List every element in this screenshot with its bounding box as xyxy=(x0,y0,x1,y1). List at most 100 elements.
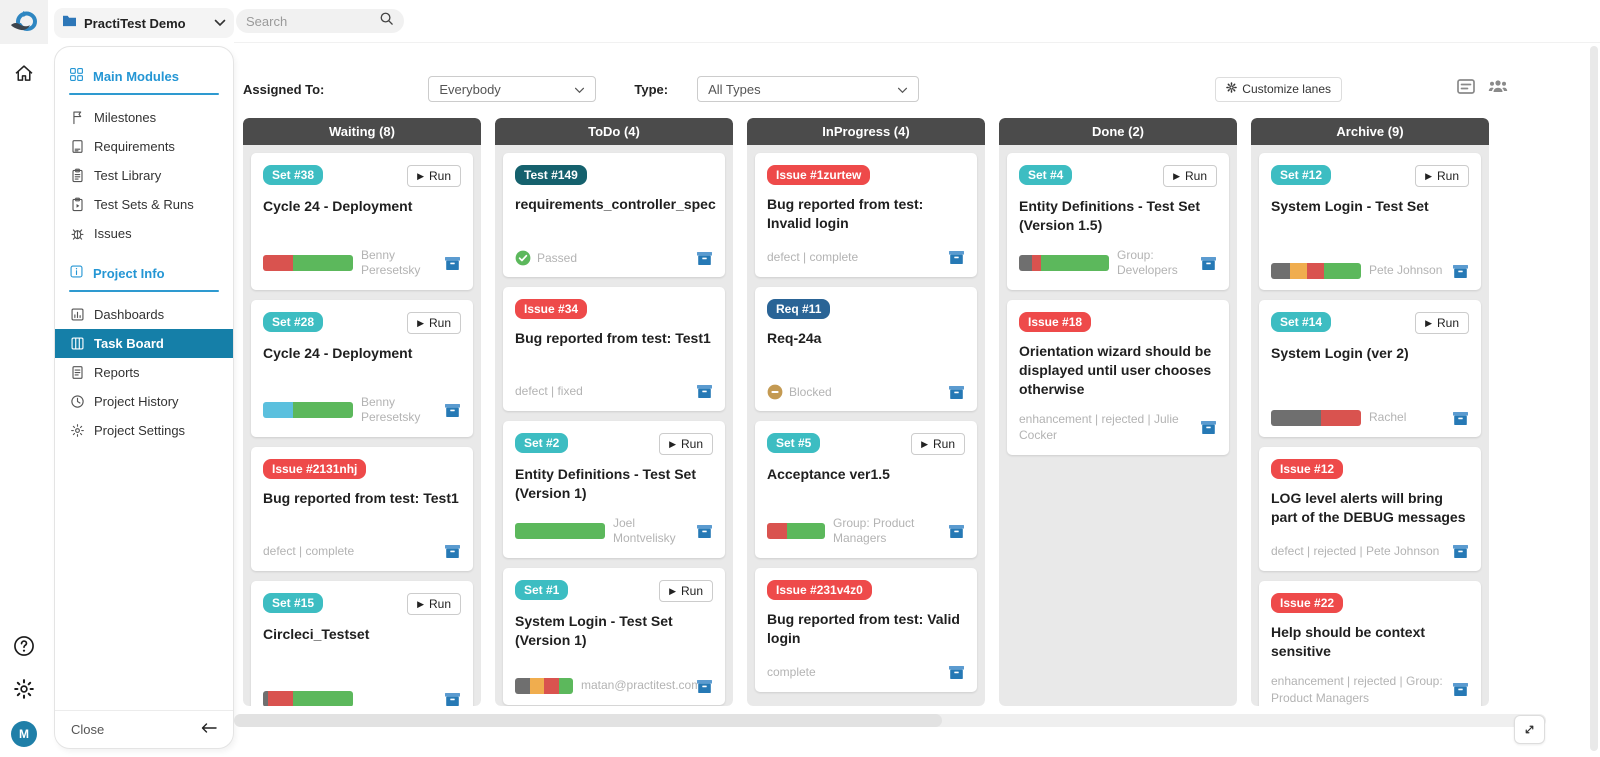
sidebar-item-issues[interactable]: Issues xyxy=(55,219,233,248)
archive-icon[interactable] xyxy=(696,384,713,399)
task-card[interactable]: Set #12 ▶ Run System Login - Test Set Pete J… xyxy=(1259,153,1481,290)
customize-lanes-button[interactable]: Customize lanes xyxy=(1215,76,1342,102)
card-assignee: Group: Product Managers xyxy=(833,515,915,546)
lane-header[interactable]: Waiting (8) xyxy=(243,118,481,145)
card-meta: defect | complete xyxy=(767,250,859,265)
type-select[interactable]: All Types xyxy=(697,76,920,102)
run-button[interactable]: ▶ Run xyxy=(1163,165,1217,187)
run-button[interactable]: ▶ Run xyxy=(407,312,461,334)
progress-segment-blue xyxy=(263,402,293,419)
card-assignee: Joel Montvelisky xyxy=(613,515,676,546)
task-card[interactable]: Set #28 ▶ Run Cycle 24 - Deployment Benny Pe… xyxy=(251,300,473,437)
task-card[interactable]: Set #5 ▶ Run Acceptance ver1.5 Group: Produc… xyxy=(755,421,977,558)
sidebar-item-reports[interactable]: Reports xyxy=(55,358,233,387)
task-card[interactable]: Set #38 ▶ Run Cycle 24 - Deployment Benny Pe… xyxy=(251,153,473,290)
archive-icon[interactable] xyxy=(948,524,965,539)
archive-icon[interactable] xyxy=(1452,682,1469,697)
run-button[interactable]: ▶ Run xyxy=(911,433,965,455)
archive-icon[interactable] xyxy=(444,256,461,271)
people-view-icon[interactable] xyxy=(1488,79,1508,99)
task-card[interactable]: Set #4 ▶ Run Entity Definitions - Test Set … xyxy=(1007,153,1229,290)
archive-icon[interactable] xyxy=(1200,256,1217,271)
lane-header[interactable]: ToDo (4) xyxy=(495,118,733,145)
sidebar-item-label: Project History xyxy=(94,394,179,409)
archive-icon[interactable] xyxy=(948,385,965,400)
run-button[interactable]: ▶ Run xyxy=(1415,312,1469,334)
archive-icon[interactable] xyxy=(444,692,461,707)
archive-icon[interactable] xyxy=(696,524,713,539)
sidebar-item-label: Dashboards xyxy=(94,307,165,322)
card-meta: enhancement | rejected | Group: Product … xyxy=(1271,673,1443,705)
nav-section-header[interactable]: Main Modules xyxy=(55,61,233,89)
archive-icon[interactable] xyxy=(1452,411,1469,426)
practitest-logo[interactable] xyxy=(0,0,48,44)
nav-section-header[interactable]: Project Info xyxy=(55,258,233,286)
task-card[interactable]: Test #149 requirements_controller_spec Pas… xyxy=(503,153,725,277)
archive-icon[interactable] xyxy=(948,665,965,680)
task-card[interactable]: Set #2 ▶ Run Entity Definitions - Test Set … xyxy=(503,421,725,558)
archive-icon[interactable] xyxy=(444,403,461,418)
run-button[interactable]: ▶ Run xyxy=(659,433,713,455)
vertical-scrollbar[interactable] xyxy=(1590,46,1598,751)
help-icon[interactable] xyxy=(13,635,35,662)
horizontal-scrollbar[interactable] xyxy=(234,714,1546,727)
user-avatar[interactable]: M xyxy=(11,721,37,747)
card-badge: Set #14 xyxy=(1271,312,1332,332)
task-card[interactable]: Issue #2131nhj Bug reported from test: Te… xyxy=(251,447,473,571)
archive-icon[interactable] xyxy=(948,250,965,265)
play-icon: ▶ xyxy=(1425,170,1432,181)
archive-icon[interactable] xyxy=(1452,544,1469,559)
sidebar-nav: Main Modules Milestones Requirements Test L… xyxy=(55,47,233,710)
sidebar-item-project-history[interactable]: Project History xyxy=(55,387,233,416)
sidebar-item-task-board[interactable]: Task Board xyxy=(55,329,233,358)
lane-header[interactable]: Done (2) xyxy=(999,118,1237,145)
lane-archive-9: Archive (9) Set #12 ▶ Run System Login - Tes… xyxy=(1251,118,1489,706)
archive-icon[interactable] xyxy=(696,251,713,266)
dashboard-icon xyxy=(69,307,85,322)
run-label: Run xyxy=(680,437,703,451)
task-card[interactable]: Issue #12 LOG level alerts will bring par… xyxy=(1259,447,1481,571)
task-card[interactable]: Set #15 ▶ Run Circleci_Testset xyxy=(251,581,473,706)
search-input[interactable] xyxy=(246,13,373,29)
sidebar-close-button[interactable]: Close xyxy=(55,710,233,748)
archive-icon[interactable] xyxy=(444,544,461,559)
card-assignee: Benny Peresetsky xyxy=(361,394,421,425)
sidebar-item-milestones[interactable]: Milestones xyxy=(55,103,233,132)
sidebar-item-test-library[interactable]: Test Library xyxy=(55,161,233,190)
search-box[interactable] xyxy=(236,9,404,33)
home-icon[interactable] xyxy=(13,62,35,89)
sidebar-item-requirements[interactable]: Requirements xyxy=(55,132,233,161)
run-button[interactable]: ▶ Run xyxy=(407,165,461,187)
card-title: Bug reported from test: Test1 xyxy=(263,490,459,506)
expand-board-button[interactable] xyxy=(1514,715,1545,744)
run-button[interactable]: ▶ Run xyxy=(1415,165,1469,187)
sidebar-item-test-sets-runs[interactable]: Test Sets & Runs xyxy=(55,190,233,219)
gear-icon[interactable] xyxy=(13,678,35,705)
card-view-icon[interactable] xyxy=(1457,79,1475,99)
sidebar-item-dashboards[interactable]: Dashboards xyxy=(55,300,233,329)
lane-header[interactable]: InProgress (4) xyxy=(747,118,985,145)
sidebar-item-project-settings[interactable]: Project Settings xyxy=(55,416,233,445)
task-card[interactable]: Issue #18 Orientation wizard should be di… xyxy=(1007,300,1229,456)
task-card[interactable]: Set #14 ▶ Run System Login (ver 2) Rachel xyxy=(1259,300,1481,437)
task-card[interactable]: Issue #22 Help should be context sensitiv… xyxy=(1259,581,1481,706)
task-card[interactable]: Issue #1zurtew Bug reported from test: In… xyxy=(755,153,977,277)
task-card[interactable]: Req #11 Req-24a Blocked xyxy=(755,287,977,411)
task-card[interactable]: Issue #34 Bug reported from test: Test1 de… xyxy=(503,287,725,411)
run-label: Run xyxy=(1184,169,1207,183)
project-selector[interactable]: PractiTest Demo xyxy=(54,8,234,38)
archive-icon[interactable] xyxy=(696,679,713,694)
archive-icon[interactable] xyxy=(1452,264,1469,279)
lane-header[interactable]: Archive (9) xyxy=(1251,118,1489,145)
archive-icon[interactable] xyxy=(1200,420,1217,435)
horizontal-scrollbar-thumb[interactable] xyxy=(234,714,943,727)
run-progress-bar xyxy=(767,523,825,540)
run-button[interactable]: ▶ Run xyxy=(407,593,461,615)
main-area: Assigned To: Everybody Type: All Types C… xyxy=(234,0,1600,757)
progress-segment-gray xyxy=(1271,263,1290,279)
assigned-to-select[interactable]: Everybody xyxy=(428,76,597,102)
card-assignee: Pete Johnson xyxy=(1369,263,1443,278)
run-button[interactable]: ▶ Run xyxy=(659,580,713,602)
task-card[interactable]: Issue #231v4z0 Bug reported from test: Va… xyxy=(755,568,977,692)
task-card[interactable]: Set #1 ▶ Run System Login - Test Set (Versi… xyxy=(503,568,725,705)
